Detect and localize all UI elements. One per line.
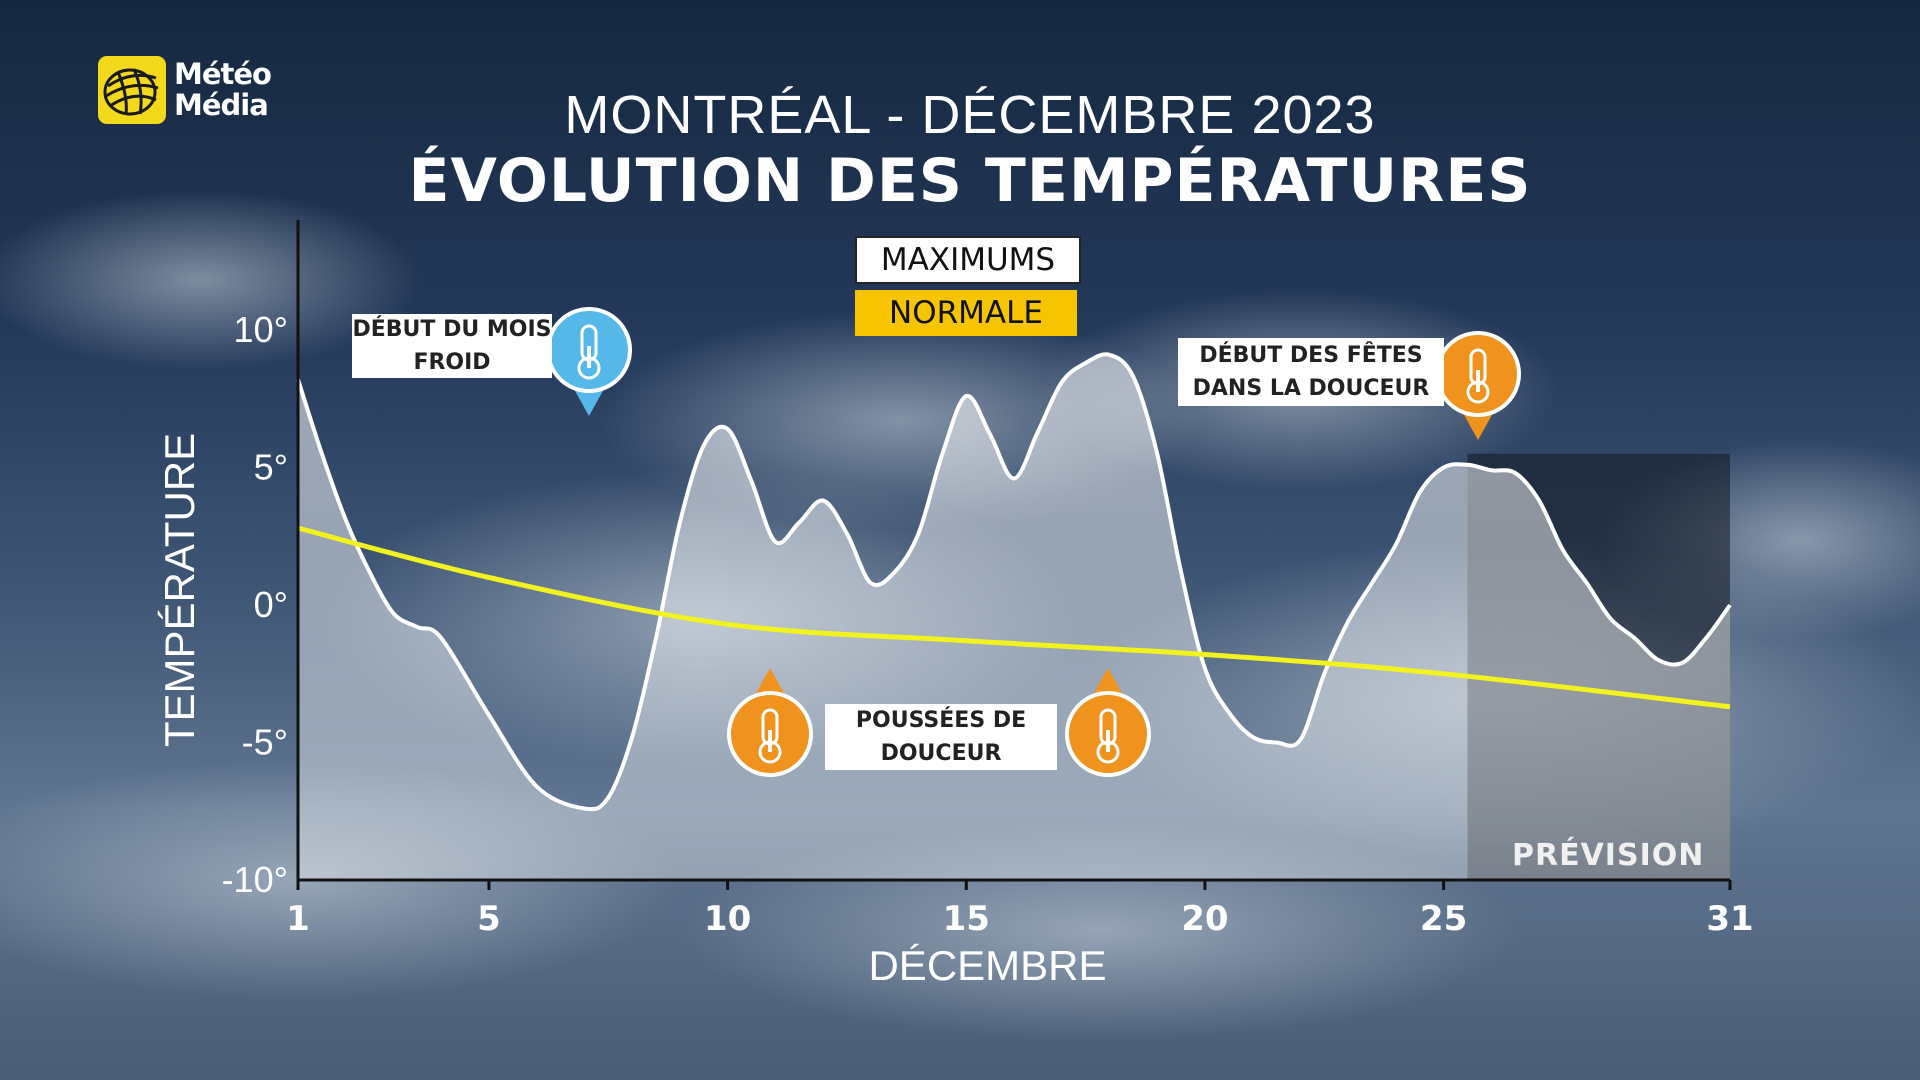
y-axis-title: TEMPÉRATURE xyxy=(156,432,203,748)
y-tick-label: 10° xyxy=(234,309,288,350)
x-tick-label: 20 xyxy=(1181,899,1228,939)
x-axis-title: DÉCEMBRE xyxy=(868,942,1107,989)
legend-normale: NORMALE xyxy=(855,290,1077,336)
x-tick-label: 10 xyxy=(704,899,751,939)
x-tick-label: 31 xyxy=(1706,899,1753,939)
maximums-area-fill xyxy=(298,354,1730,880)
y-tick-label: 0° xyxy=(254,584,288,625)
x-ticks: 1 5 10 15 20 25 31 xyxy=(286,880,1754,939)
brand-line-1: Météo xyxy=(174,57,272,91)
y-tick-label: 5° xyxy=(254,447,288,488)
annotation-mild-pushes-text: POUSSÉES DE DOUCEUR xyxy=(855,708,1027,766)
chart-title: MONTRÉAL - DÉCEMBRE 2023 xyxy=(564,85,1376,145)
globe-icon xyxy=(98,56,166,124)
x-tick-label: 1 xyxy=(286,899,310,939)
warm-thermometer-icon-right xyxy=(1065,668,1151,777)
legend-maximums: MAXIMUMS xyxy=(855,236,1081,284)
annotation-cold-start-text: DÉBUT DU MOIS FROID xyxy=(352,317,552,375)
annotation-mild-holidays: DÉBUT DES FÊTES DANS LA DOUCEUR xyxy=(1178,338,1444,406)
cold-thermometer-icon xyxy=(546,307,632,416)
chart-subtitle: ÉVOLUTION DES TEMPÉRATURES xyxy=(408,146,1532,216)
x-tick-label: 15 xyxy=(943,899,990,939)
brand-name: Météo Média xyxy=(174,57,272,122)
y-tick-label: -10° xyxy=(222,859,288,900)
x-tick-label: 5 xyxy=(477,899,501,939)
maximums-series-line xyxy=(296,352,1732,812)
brand-line-2: Média xyxy=(174,88,269,122)
x-tick-label: 25 xyxy=(1420,899,1467,939)
annotation-mild-holidays-text: DÉBUT DES FÊTES DANS LA DOUCEUR xyxy=(1192,343,1430,401)
normale-series-line xyxy=(297,525,1731,710)
forecast-label: PRÉVISION xyxy=(1512,838,1705,873)
y-tick-label: -5° xyxy=(242,722,288,763)
meteomedia-logo: Météo Média xyxy=(98,56,272,124)
annotation-cold-start: DÉBUT DU MOIS FROID xyxy=(352,314,552,378)
annotation-mild-pushes: POUSSÉES DE DOUCEUR xyxy=(825,704,1057,770)
y-ticks: -10° -5° 0° 5° 10° xyxy=(222,309,288,900)
warm-thermometer-icon-left xyxy=(727,668,813,777)
